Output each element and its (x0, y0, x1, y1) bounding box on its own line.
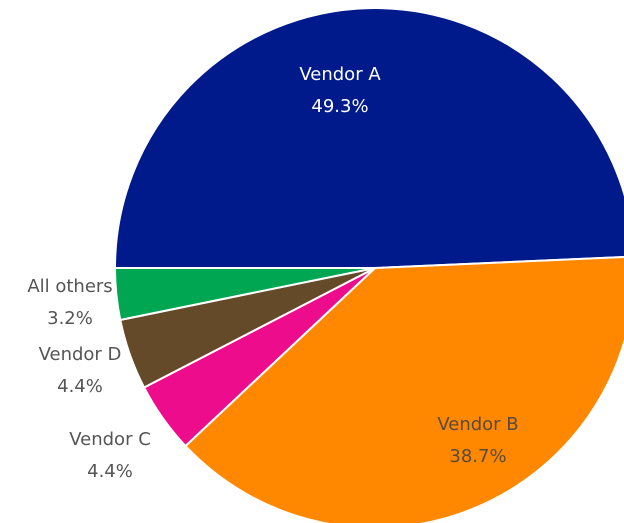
slice-value-label: 3.2% (47, 308, 93, 329)
slice-value-label: 4.4% (87, 461, 133, 482)
slice-value-label: 38.7% (449, 446, 506, 467)
pie-slice (113, 7, 624, 269)
slice-value-label: 4.4% (57, 376, 103, 397)
slice-label: All others (27, 276, 112, 297)
slice-value-label: 49.3% (311, 96, 368, 117)
slice-label: Vendor D (39, 344, 122, 365)
slice-label: Vendor B (437, 414, 518, 435)
slice-label: Vendor A (299, 64, 381, 85)
slice-label: Vendor C (69, 429, 151, 450)
pie-slice (113, 267, 376, 322)
